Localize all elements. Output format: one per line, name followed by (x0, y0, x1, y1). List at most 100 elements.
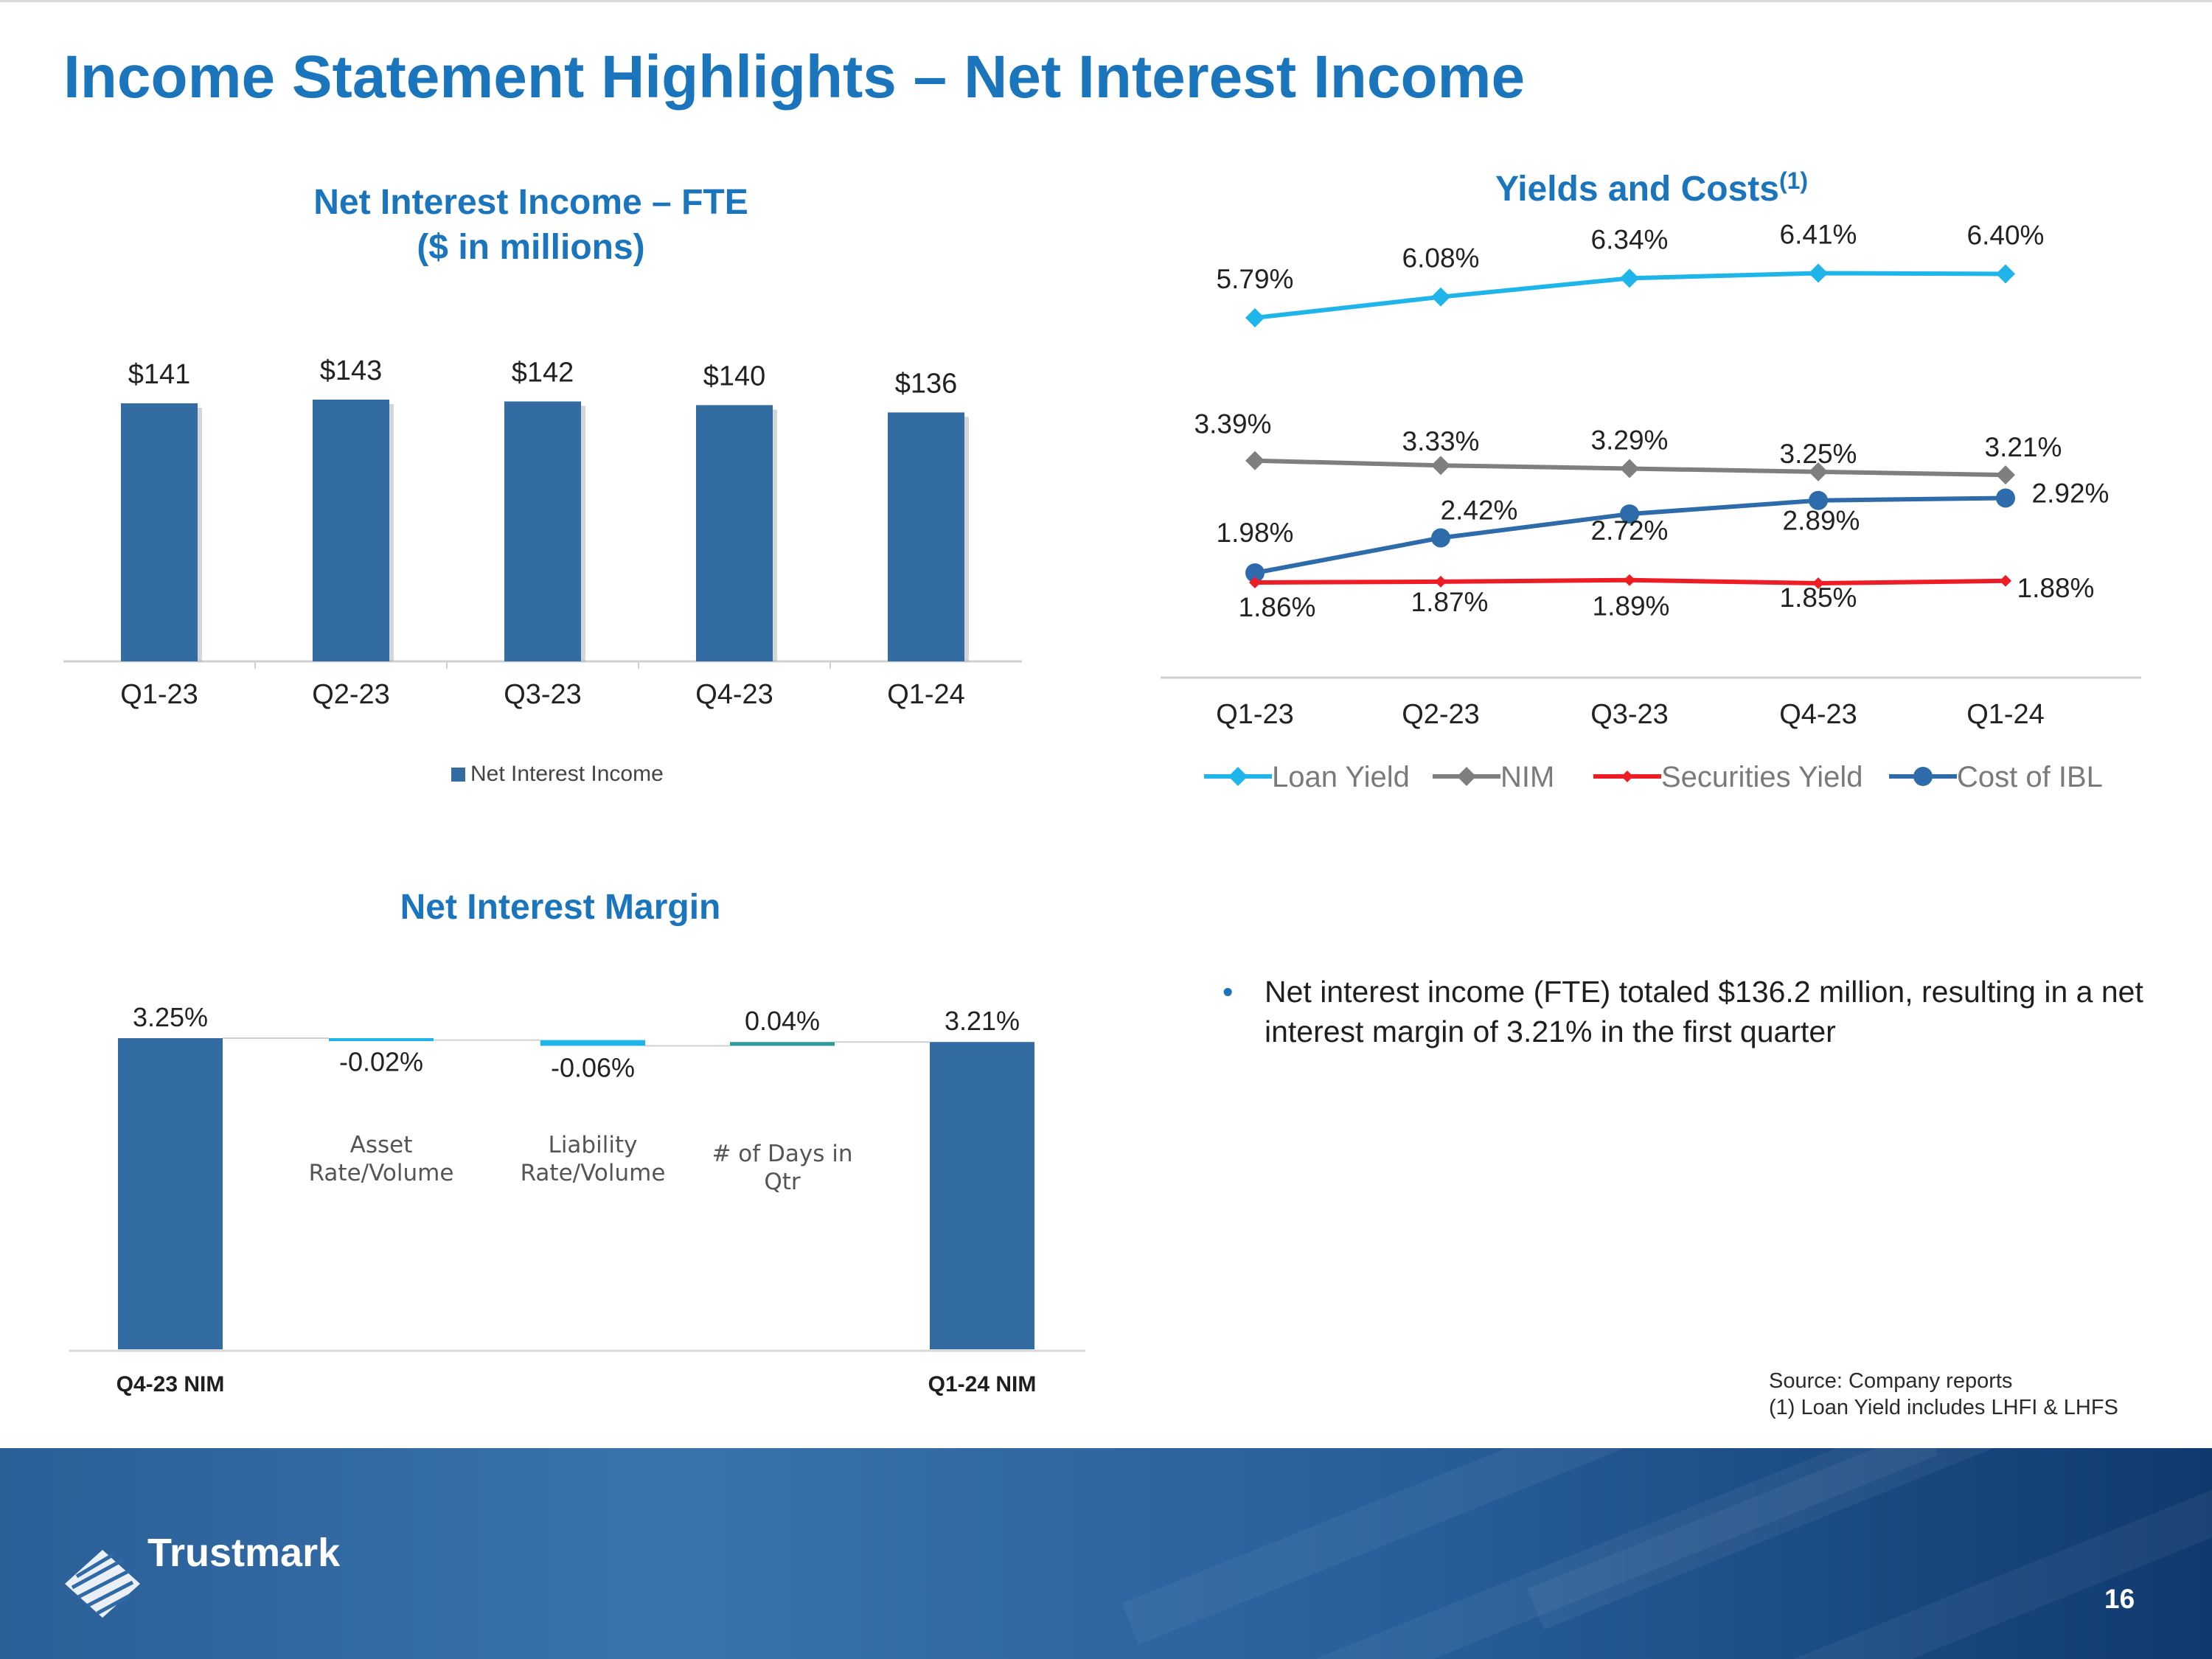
cost-of-ibl-point (1913, 767, 1933, 786)
data-label: 2.72% (1591, 515, 1669, 546)
category-label-line: Liability (549, 1132, 638, 1158)
data-label: $136 (895, 368, 958, 399)
data-label: 2.92% (2032, 478, 2110, 508)
footnote-line: (1) Loan Yield includes LHFI & LHFS (1769, 1396, 2118, 1419)
legend-label: Cost of IBL (1957, 761, 2103, 793)
data-label: 1.98% (1217, 518, 1294, 548)
securities-yield-point (1435, 575, 1447, 588)
data-label: 0.04% (745, 1006, 820, 1036)
data-label: -0.06% (551, 1052, 635, 1082)
net-interest-income-chart: Net Interest Income – FTE ($ in millions)… (63, 183, 1022, 786)
chart-title: Net Interest Income – FTE (313, 183, 748, 222)
chart-title: Net Interest Margin (400, 888, 721, 927)
x-tick-label: Q1-23 (120, 679, 198, 710)
nim-point (1457, 767, 1476, 786)
category-label: # of Days in Qtr (712, 1141, 852, 1195)
category-label: Asset Rate/Volume (309, 1132, 454, 1186)
legend-label: Net Interest Income (470, 762, 664, 786)
trustmark-logo-icon (65, 1550, 140, 1618)
x-tick-label: Q1-24 NIM (928, 1372, 1037, 1397)
x-tick-label: Q1-24 (1966, 699, 2045, 730)
chart-subtitle: ($ in millions) (417, 228, 644, 267)
x-tick-label: Q4-23 (1779, 699, 1857, 730)
delta-bar (329, 1038, 434, 1041)
x-tick-label: Q2-23 (312, 679, 390, 710)
cost-of-ibl-point (1620, 504, 1639, 524)
data-label: 3.39% (1194, 409, 1272, 439)
data-label: 3.21% (1985, 432, 2062, 462)
x-tick-label: Q4-23 NIM (116, 1372, 225, 1397)
category-label-line: Asset (350, 1132, 413, 1158)
data-label: 3.21% (945, 1006, 1020, 1036)
bullet-dot: • (1222, 975, 1234, 1009)
nim-point (1809, 462, 1828, 481)
data-label: 3.25% (1780, 439, 1857, 469)
logo-text: Trustmark (147, 1531, 341, 1575)
nim-point (1996, 465, 2015, 485)
x-tick-label: Q1-24 (887, 679, 965, 710)
data-label: -0.02% (339, 1047, 423, 1077)
legend-label: NIM (1500, 761, 1554, 793)
title-superscript: (1) (1779, 167, 1808, 194)
bar (313, 400, 389, 661)
data-label: 6.08% (1402, 243, 1480, 274)
data-label: $141 (128, 359, 191, 390)
data-label: 1.86% (1239, 592, 1316, 622)
cost-of-ibl-point (1431, 528, 1450, 548)
summary-text: Net interest income (FTE) totaled $136.2… (1265, 975, 2143, 1048)
x-tick-label: Q1-23 (1216, 699, 1294, 730)
yields-and-costs-chart: Yields and Costs(1) Q1-23 Q2-23 Q3-23 Q4-23 Q… (1161, 167, 2141, 793)
cost-of-ibl-point (1809, 490, 1828, 510)
total-bar (930, 1042, 1034, 1349)
data-label: 6.34% (1591, 224, 1669, 254)
data-label: 1.87% (1411, 587, 1489, 617)
legend-label: Securities Yield (1661, 761, 1863, 793)
bar (121, 403, 198, 661)
loan-yield-point (1431, 287, 1450, 307)
source-line: Source: Company reports (1769, 1369, 2013, 1393)
securities-yield-point (1812, 577, 1824, 590)
data-label: 6.40% (1967, 220, 2045, 250)
securities-yield-point (2000, 574, 2011, 587)
loan-yield-point (1245, 308, 1265, 327)
summary-bullet: • Net interest income (FTE) totaled $136… (1222, 972, 2159, 1051)
bar (504, 401, 581, 661)
data-label: 1.85% (1780, 582, 1857, 613)
legend-swatch (451, 768, 465, 782)
x-tick-label: Q3-23 (504, 679, 582, 710)
delta-bar (540, 1040, 645, 1046)
loan-yield-point (1228, 767, 1248, 786)
data-label: 2.89% (1783, 506, 1860, 536)
page-title: Income Statement Highlights – Net Intere… (63, 44, 1526, 111)
nim-point (1245, 451, 1265, 470)
data-label: $142 (512, 357, 574, 388)
chart-title: Yields and Costs(1) (1495, 167, 1808, 209)
data-label: $143 (320, 355, 383, 386)
securities-yield-point (1624, 574, 1635, 586)
page-number: 16 (2104, 1584, 2135, 1614)
data-label: 1.89% (1593, 591, 1670, 622)
bar (888, 412, 964, 661)
top-divider (0, 0, 2212, 2)
loan-yield-point (1996, 264, 2015, 284)
loan-yield-point (1809, 263, 1828, 283)
x-tick-label: Q2-23 (1402, 699, 1480, 730)
x-tick-label: Q4-23 (695, 679, 773, 710)
total-bar (118, 1038, 223, 1349)
securities-yield-point (1249, 576, 1261, 588)
bar (696, 405, 773, 661)
data-label: 2.42% (1441, 495, 1518, 525)
legend-label: Loan Yield (1272, 761, 1410, 793)
data-label: 3.25% (133, 1002, 208, 1032)
nim-point (1431, 456, 1450, 476)
category-label: Liability Rate/Volume (521, 1132, 666, 1186)
data-label: 1.88% (2017, 573, 2095, 603)
category-label-line: Rate/Volume (309, 1160, 454, 1186)
nim-point (1620, 459, 1639, 479)
data-label: 5.79% (1217, 264, 1294, 294)
data-label: 3.29% (1591, 425, 1669, 456)
cost-of-ibl-point (1245, 563, 1265, 582)
footer-band (0, 1448, 2212, 1659)
cost-of-ibl-point (1996, 488, 2015, 508)
net-interest-margin-chart: Net Interest Margin 3.25% Q4-23 NIM -0.02% -… (69, 888, 1085, 1397)
